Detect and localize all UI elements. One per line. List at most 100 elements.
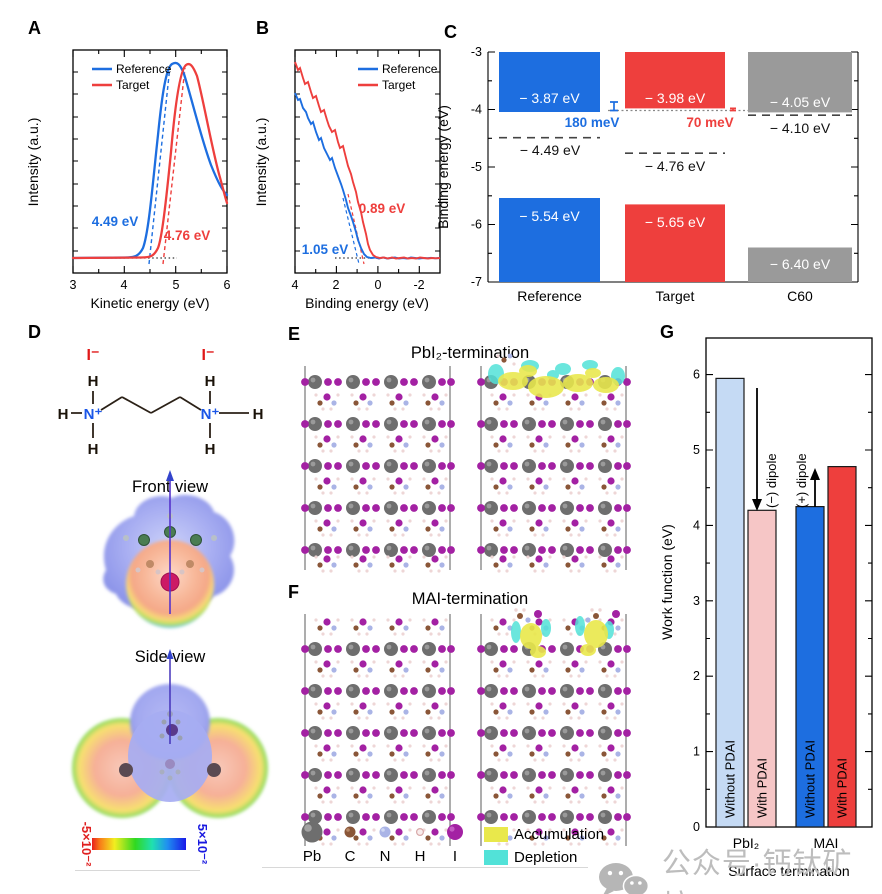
y-tick-label: 2 (693, 669, 700, 683)
category-label-reference: Reference (517, 288, 582, 304)
panel-b-ups-onset-chart: B Reference Target 1.05 eV 0.89 eV 4 2 0… (253, 18, 441, 311)
pdai-structural-formula: I⁻ I⁻ H H H H H H N⁺ N⁺ (58, 347, 264, 458)
reference-fermi-value: − 4.49 eV (520, 142, 581, 158)
accumulation-label: Accumulation (514, 826, 604, 843)
y-axis-title: Intensity (a.u.) (253, 118, 269, 207)
bar-mai-with-pdai (827, 466, 857, 828)
n-atom-icon (379, 826, 391, 838)
x-tick-label: -2 (413, 278, 424, 292)
hydrogen-label: H (88, 441, 99, 458)
bar-mai-without-pdai (795, 506, 825, 828)
bar-label: Without PDAI (803, 740, 818, 818)
negative-dipole-arrow-head (752, 499, 762, 511)
pb-atom-icon (301, 821, 323, 843)
y-axis-ticks (488, 51, 858, 283)
x-tick-label: 2 (333, 278, 340, 292)
reference-curve (294, 92, 441, 260)
reference-upper-value: − 3.87 eV (519, 90, 580, 106)
group-label-pbi2: PbI₂ (733, 835, 759, 851)
panel-a-ups-cutoff-chart: A Reference Target 4.49 eV 4.76 eV 3 4 5… (25, 18, 231, 311)
divider-line (75, 870, 200, 871)
bar-label: Without PDAI (723, 740, 738, 818)
curves (294, 61, 441, 265)
x-axis-ticks (72, 50, 228, 273)
reference-offset-marker (610, 101, 618, 112)
molecule-atoms (119, 711, 221, 781)
pb-label: Pb (303, 848, 321, 865)
x-axis-title: Kinetic energy (eV) (90, 295, 209, 311)
target-fit-line (347, 193, 365, 265)
y-tick-label: -7 (471, 275, 482, 289)
h-atom-icon (416, 828, 425, 837)
reference-fit-line (342, 197, 360, 265)
target-fermi-value: − 4.76 eV (645, 158, 706, 174)
y-tick-label: -3 (471, 45, 482, 59)
y-tick-label: 5 (693, 443, 700, 457)
reference-curve (71, 61, 229, 260)
x-tick-label: 0 (375, 278, 382, 292)
hydrogen-label: H (253, 406, 264, 423)
target-curve (294, 61, 441, 260)
plot-frame (705, 337, 873, 828)
iodide-label: I⁻ (87, 347, 100, 364)
curves (71, 61, 229, 265)
legend-target-label: Target (382, 78, 416, 92)
x-tick-label: 3 (70, 278, 77, 292)
atom-legend: Pb C N H I Accumulation Depletion (301, 821, 604, 866)
c60-fermi-value: − 4.10 eV (770, 120, 831, 136)
panel-f-label: F (288, 582, 299, 602)
c60-upper-value: − 4.05 eV (770, 94, 831, 110)
charge-accumulation-isosurface (520, 620, 608, 658)
target-offset-value: 70 meV (686, 115, 733, 130)
panel-d-pdai-molecule: D I⁻ I⁻ H H H H H H N⁺ N⁺ Front view (28, 322, 268, 867)
esp-scale-max: 5×10⁻² (195, 824, 210, 865)
c-label: C (345, 848, 356, 865)
negative-dipole-label: (−) dipole (764, 453, 779, 508)
positive-dipole-label: (+) dipole (794, 453, 809, 508)
mai-slab-pristine (301, 614, 455, 846)
y-axis-ticks (706, 374, 872, 828)
depletion-swatch (484, 850, 508, 865)
panel-c-label: C (444, 22, 457, 42)
category-label-target: Target (656, 288, 695, 304)
panel-ef-dft-slabs: E PbI₂-termination (288, 324, 631, 866)
target-lower-value: − 5.65 eV (645, 214, 706, 230)
x-tick-label: 4 (121, 278, 128, 292)
c-atom-icon (344, 826, 356, 838)
bonds (71, 391, 249, 438)
x-axis-title: Surface termination (728, 863, 849, 879)
y-axis-title: Binding energy (eV) (435, 105, 451, 229)
hydrogen-label: H (88, 373, 99, 390)
legend: Reference Target (358, 62, 438, 92)
dipole-arrow-head (166, 470, 174, 481)
x-axis-ticks (294, 50, 420, 273)
legend-reference-label: Reference (382, 62, 438, 76)
wechat-icon (598, 863, 650, 894)
target-cutoff-annotation: 4.76 eV (164, 228, 211, 243)
x-tick-label: 5 (173, 278, 180, 292)
esp-scale-min: -5×10⁻² (79, 822, 94, 867)
reference-lower-bar (499, 198, 600, 282)
legend: Reference Target (92, 62, 172, 92)
reference-offset-value: 180 meV (565, 115, 620, 130)
ammonium-label: N⁺ (201, 406, 220, 423)
esp-center (128, 710, 212, 802)
category-label-c60: C60 (787, 288, 813, 304)
y-axis-title: Work function (eV) (659, 524, 675, 640)
y-axis-title: Intensity (a.u.) (25, 118, 41, 207)
y-tick-label: 0 (693, 820, 700, 834)
panel-a-label: A (28, 18, 41, 38)
bar-label: With PDAI (835, 758, 850, 818)
h-label: H (415, 848, 426, 865)
reference-lower-value: − 5.54 eV (519, 208, 580, 224)
hydrogen-label: H (58, 406, 69, 423)
x-axis-title: Binding energy (eV) (305, 295, 429, 311)
y-tick-label: 4 (693, 518, 700, 532)
y-axis-ticks (295, 71, 440, 252)
c60-lower-value: − 6.40 eV (770, 256, 831, 272)
charge-accumulation-isosurface (498, 365, 619, 398)
watermark-text: 公众号·钙钛矿坊 (661, 848, 853, 894)
panel-b-label: B (256, 18, 269, 38)
detached-iodide-ions (534, 610, 620, 618)
accumulation-swatch (484, 827, 508, 842)
